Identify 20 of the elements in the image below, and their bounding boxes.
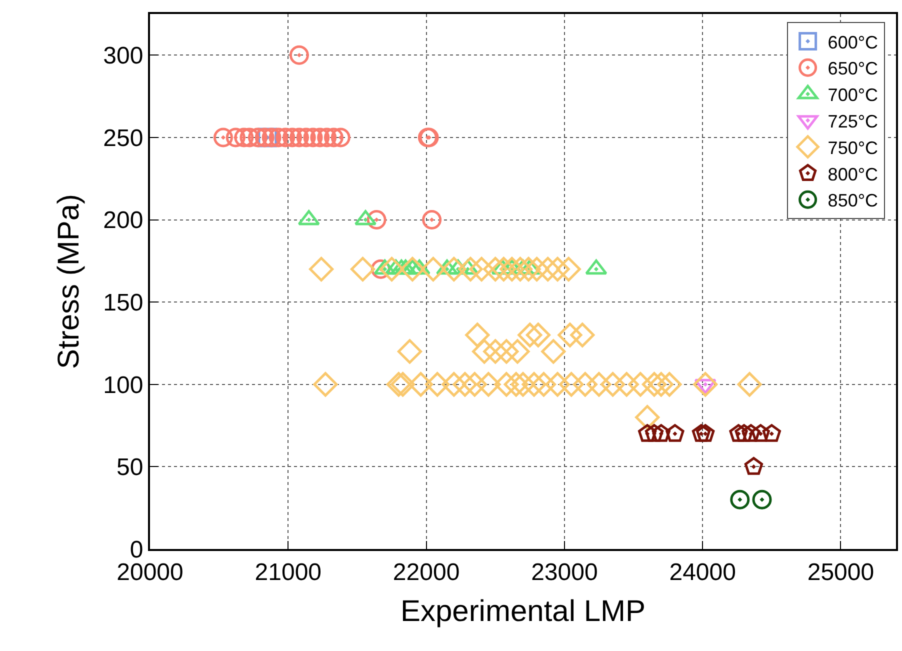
legend-label: 650°C xyxy=(828,58,878,79)
y-tick-label: 200 xyxy=(103,207,144,234)
legend-label: 800°C xyxy=(828,164,878,184)
y-tick-label: 150 xyxy=(103,289,144,316)
x-tick-label: 21000 xyxy=(254,558,322,586)
legend-label: 850°C xyxy=(828,190,878,211)
x-tick-label: 22000 xyxy=(392,558,460,586)
y-tick-label: 100 xyxy=(103,372,144,399)
x-tick-label: 24000 xyxy=(669,558,736,586)
legend-label: 600°C xyxy=(828,32,878,52)
legend-label: 700°C xyxy=(828,85,878,106)
x-tick-label: 23000 xyxy=(531,558,598,586)
x-axis-title: Experimental LMP xyxy=(400,594,646,628)
y-tick-label: 250 xyxy=(103,124,144,152)
y-tick-label: 300 xyxy=(103,42,144,70)
legend-label: 750°C xyxy=(828,138,878,158)
y-axis-title: Stress (MPa) xyxy=(52,194,86,370)
y-tick-label: 50 xyxy=(116,454,144,482)
legend-label: 725°C xyxy=(828,111,878,132)
x-tick-label: 25000 xyxy=(807,558,874,586)
